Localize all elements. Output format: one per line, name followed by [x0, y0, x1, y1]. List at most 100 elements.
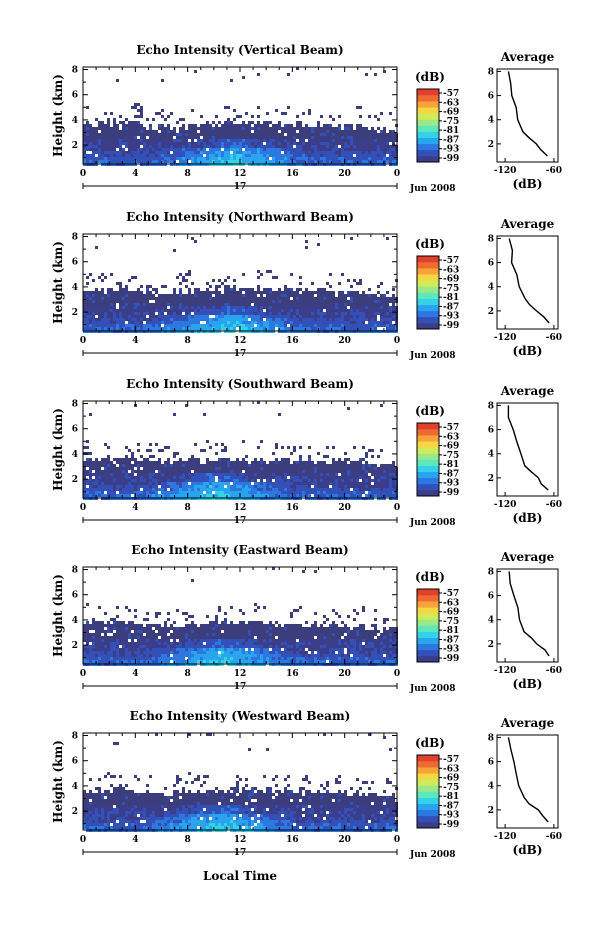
heatmap-cell	[305, 321, 308, 324]
heatmap-cell	[365, 327, 368, 330]
heatmap-cell	[377, 488, 380, 491]
heatmap-cell	[155, 485, 158, 488]
heatmap-cell	[278, 413, 281, 416]
heatmap-cell	[287, 321, 290, 324]
heatmap-cell	[242, 139, 245, 142]
heatmap-cell	[350, 485, 353, 488]
heatmap-cell	[281, 145, 284, 148]
heatmap-cell	[389, 482, 392, 485]
heatmap-cell	[311, 473, 314, 476]
heatmap-cell	[179, 300, 182, 303]
heatmap-cell	[116, 458, 119, 461]
heatmap-cell	[260, 154, 263, 157]
heatmap-cell	[215, 288, 218, 291]
heatmap-cell	[317, 452, 320, 455]
heatmap-cell	[170, 154, 173, 157]
heatmap-cell	[146, 482, 149, 485]
heatmap-cell	[317, 312, 320, 315]
heatmap-cell	[206, 121, 209, 124]
heatmap-cell	[392, 327, 395, 330]
heatmap-cell	[275, 309, 278, 312]
heatmap-cell	[227, 148, 230, 151]
heatmap-cell	[245, 151, 248, 154]
heatmap-cell	[119, 300, 122, 303]
heatmap-cell	[371, 485, 374, 488]
heatmap-cell	[206, 324, 209, 327]
heatmap-cell	[278, 312, 281, 315]
heatmap-cell	[113, 645, 116, 648]
heatmap-cell	[257, 467, 260, 470]
heatmap-cell	[221, 488, 224, 491]
heatmap-cell	[137, 151, 140, 154]
heatmap-cell	[299, 312, 302, 315]
heatmap-cell	[356, 300, 359, 303]
heatmap-cell	[230, 288, 233, 291]
heatmap-cell	[161, 145, 164, 148]
heatmap-cell	[107, 476, 110, 479]
heatmap-cell	[293, 449, 296, 452]
heatmap-cell	[389, 318, 392, 321]
heatmap-cell	[116, 151, 119, 154]
heatmap-cell	[218, 479, 221, 482]
heatmap-cell	[140, 479, 143, 482]
heatmap-cell	[188, 318, 191, 321]
heatmap-cell	[308, 470, 311, 473]
heatmap-cell	[98, 642, 101, 645]
heatmap-cell	[236, 297, 239, 300]
heatmap-cell	[257, 139, 260, 142]
heatmap-cell	[224, 136, 227, 139]
heatmap-cell	[152, 467, 155, 470]
heatmap-cell	[176, 452, 179, 455]
heatmap-cell	[389, 479, 392, 482]
heatmap-cell	[338, 464, 341, 467]
heatmap-cell	[383, 139, 386, 142]
heatmap-cell	[335, 467, 338, 470]
heatmap-cell	[245, 467, 248, 470]
heatmap-cell	[167, 154, 170, 157]
heatmap-cell	[131, 479, 134, 482]
heatmap-cell	[305, 297, 308, 300]
heatmap-cell	[134, 315, 137, 318]
heatmap-cell	[161, 115, 164, 118]
heatmap-cell	[113, 324, 116, 327]
heatmap-cell	[236, 494, 239, 497]
heatmap-cell	[380, 309, 383, 312]
heatmap-cell	[206, 440, 209, 443]
heatmap-cell	[347, 312, 350, 315]
heatmap-cell	[332, 300, 335, 303]
heatmap-cell	[107, 324, 110, 327]
heatmap-cell	[284, 494, 287, 497]
heatmap-cell	[263, 157, 266, 160]
heatmap-cell	[230, 312, 233, 315]
heatmap-cell	[230, 327, 233, 330]
heatmap-cell	[305, 130, 308, 133]
heatmap-cell	[239, 297, 242, 300]
heatmap-cell	[269, 154, 272, 157]
heatmap-cell	[110, 651, 113, 654]
heatmap-cell	[185, 303, 188, 306]
heatmap-cell	[101, 321, 104, 324]
heatmap-cell	[368, 136, 371, 139]
heatmap-cell	[263, 494, 266, 497]
heatmap-cell	[302, 157, 305, 160]
colorbar-segment	[417, 484, 439, 490]
heatmap-cell	[296, 479, 299, 482]
heatmap-cell	[293, 151, 296, 154]
heatmap-cell	[254, 306, 257, 309]
heatmap-cell	[173, 324, 176, 327]
heatmap-cell	[380, 157, 383, 160]
heatmap-cell	[239, 154, 242, 157]
heatmap-cell	[146, 288, 149, 291]
heatmap-cell	[191, 306, 194, 309]
profile-y-tick-label: 6	[488, 259, 494, 269]
heatmap-cell	[308, 133, 311, 136]
heatmap-cell	[311, 151, 314, 154]
heatmap-cell	[320, 303, 323, 306]
heatmap-cell	[101, 133, 104, 136]
heatmap-cell	[251, 142, 254, 145]
heatmap-cell	[131, 136, 134, 139]
heatmap-cell	[305, 461, 308, 464]
heatmap-cell	[167, 473, 170, 476]
heatmap-cell	[95, 303, 98, 306]
x-tick-label: 8	[185, 503, 191, 513]
